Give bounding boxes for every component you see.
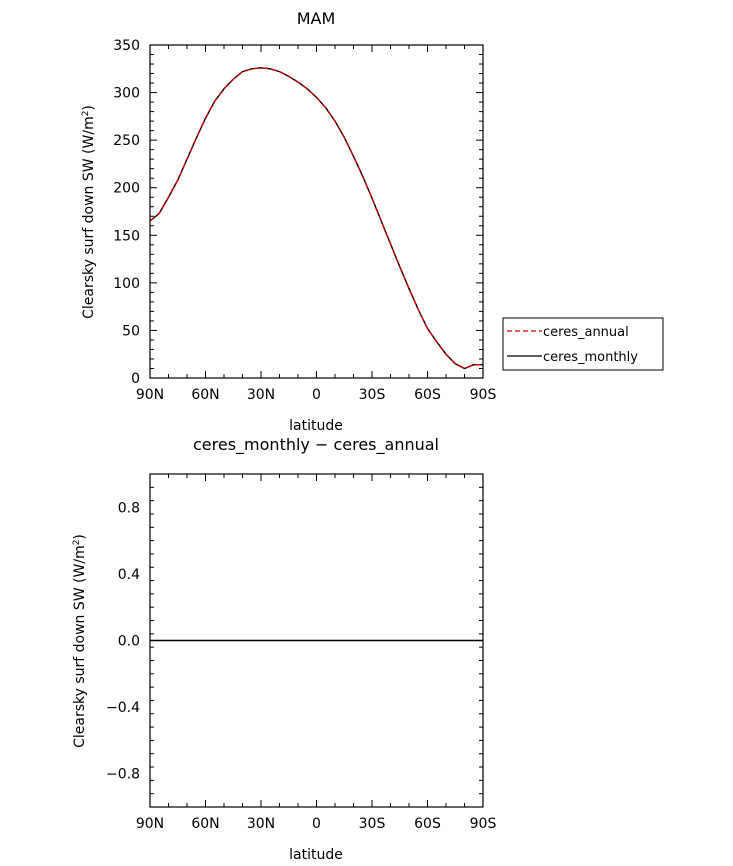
legend-box (502, 317, 664, 371)
top-plot-frame (149, 44, 484, 379)
panel-bottom: ceres_monthly − ceres_annual 90N 60N 30N 0 3… (72, 435, 496, 863)
top-series-line-ceres_annual (149, 67, 483, 370)
top-plot-area: 90N 60N 30N 0 30S 60S 90S 0 50 100 150 200 250 300 350 (113, 38, 496, 403)
top-ytick-label: 300 (113, 86, 140, 102)
top-ytick-label: 250 (113, 133, 140, 149)
bottom-x-axis-label: latitude (289, 847, 343, 863)
bottom-xtick-label: 30N (247, 816, 275, 832)
bottom-ytick-label: −0.8 (106, 767, 140, 783)
bottom-xtick-label: 0 (312, 816, 321, 832)
bottom-plot-area: 90N 60N 30N 0 30S 60S 90S −0.8 −0.4 0.0 0.4 0.8 (106, 473, 497, 832)
bottom-ytick-label: −0.4 (106, 700, 140, 716)
top-ytick-label: 50 (122, 323, 140, 339)
top-xtick-label: 0 (312, 387, 321, 403)
bottom-y-axis-label: Clearsky surf down SW (W/m2) (72, 534, 88, 748)
bottom-xtick-label: 60N (191, 816, 219, 832)
bottom-xtick-label: 60S (414, 816, 441, 832)
legend-label-ceres-annual: ceres_annual (543, 325, 629, 340)
bottom-xtick-label: 30S (359, 816, 386, 832)
top-xtick-label: 30N (247, 387, 275, 403)
panel-bottom-title: ceres_monthly − ceres_annual (193, 435, 439, 455)
top-series-line-ceres_monthly (149, 67, 483, 370)
top-y-axis-label: Clearsky surf down SW (W/m2) (81, 105, 97, 319)
top-legend: ceres_annual ceres_monthly (502, 317, 664, 371)
bottom-plot-frame (149, 473, 484, 808)
bottom-xtick-label: 90S (470, 816, 497, 832)
bottom-ytick-label: 0.0 (118, 634, 140, 650)
top-xtick-label: 30S (359, 387, 386, 403)
bottom-ytick-label: 0.8 (118, 500, 140, 516)
bottom-ytick-label: 0.4 (118, 567, 140, 583)
top-ytick-label: 200 (113, 181, 140, 197)
panel-top: MAM 90N 60N 30N 0 30S 60S 90S 0 50 100 150 200 250 30… (81, 9, 664, 434)
top-ytick-label: 150 (113, 228, 140, 244)
top-xtick-label: 60N (191, 387, 219, 403)
top-xtick-label: 60S (414, 387, 441, 403)
panel-top-title: MAM (297, 9, 336, 28)
top-xtick-label: 90S (470, 387, 497, 403)
top-x-axis-label: latitude (289, 418, 343, 434)
bottom-xtick-label: 90N (136, 816, 164, 832)
legend-label-ceres-monthly: ceres_monthly (543, 350, 638, 365)
top-ytick-label: 0 (131, 371, 140, 387)
top-ytick-label: 100 (113, 276, 140, 292)
top-ytick-label: 350 (113, 38, 140, 54)
top-xtick-label: 90N (136, 387, 164, 403)
